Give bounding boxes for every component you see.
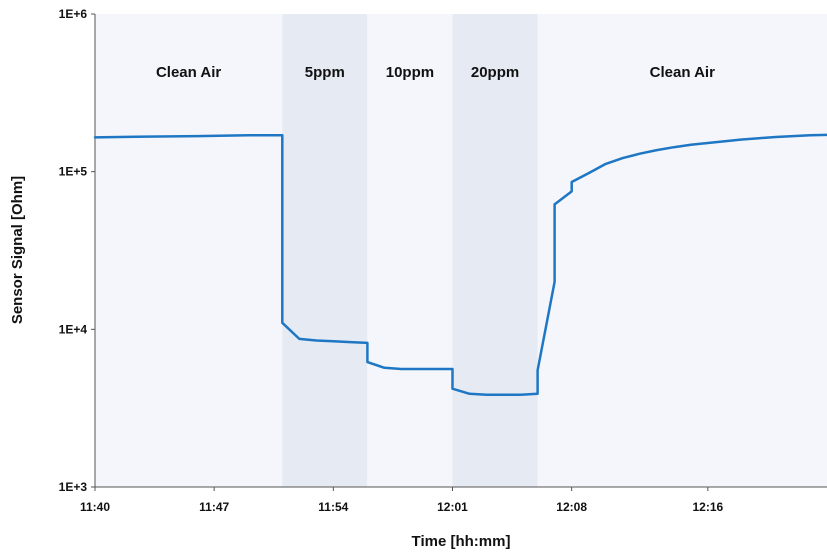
region-band-0 bbox=[95, 14, 283, 487]
region-label-1: 5ppm bbox=[305, 64, 345, 81]
region-label-0: Clean Air bbox=[156, 64, 221, 81]
region-label-3: 20ppm bbox=[471, 64, 519, 81]
y-tick-label: 1E+5 bbox=[59, 165, 88, 179]
y-axis-label: Sensor Signal [Ohm] bbox=[9, 176, 26, 324]
y-tick-label: 1E+6 bbox=[59, 7, 88, 21]
concentration-bands bbox=[95, 14, 827, 487]
series-line-0 bbox=[93, 133, 827, 396]
x-axis-label: Time [hh:mm] bbox=[412, 533, 511, 550]
region-band-3 bbox=[452, 14, 538, 487]
x-tick-label: 11:40 bbox=[80, 500, 110, 514]
plot-area bbox=[94, 14, 827, 488]
region-band-1 bbox=[282, 14, 368, 487]
region-labels: Clean Air 5ppm 10ppm 20ppm Clean Air bbox=[156, 64, 715, 81]
x-tick-label: 12:08 bbox=[556, 500, 587, 514]
y-tick-label: 1E+3 bbox=[59, 480, 88, 494]
x-tick-label: 11:54 bbox=[318, 500, 348, 514]
x-tick-label: 12:16 bbox=[692, 500, 723, 514]
region-band-4 bbox=[537, 14, 827, 487]
series-group bbox=[93, 133, 827, 396]
region-label-4: Clean Air bbox=[650, 64, 715, 81]
y-axis-ticks: 1E+3 1E+4 1E+5 1E+6 bbox=[59, 7, 95, 494]
y-tick-label: 1E+4 bbox=[59, 322, 88, 336]
x-axis-ticks: 11:40 11:47 11:54 12:01 12:08 12:16 bbox=[80, 487, 724, 514]
x-tick-label: 11:47 bbox=[199, 500, 229, 514]
region-label-2: 10ppm bbox=[386, 64, 434, 81]
x-tick-label: 12:01 bbox=[437, 500, 468, 514]
region-band-2 bbox=[367, 14, 453, 487]
